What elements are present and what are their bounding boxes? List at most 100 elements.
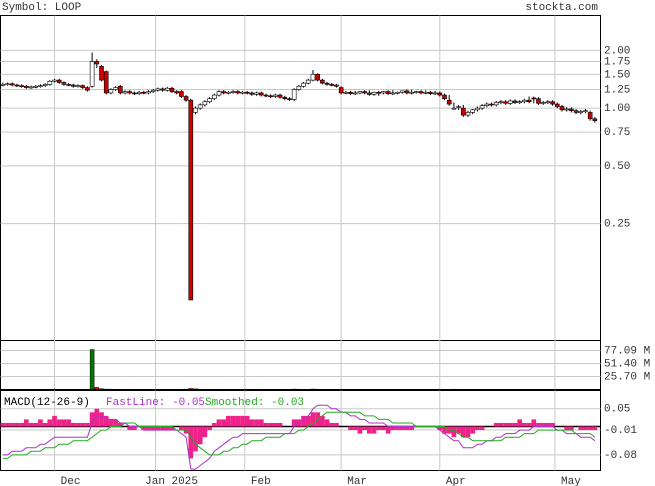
x-tick-label: Feb xyxy=(251,476,271,486)
histogram-bar xyxy=(334,422,339,427)
volume-bar xyxy=(94,387,100,390)
candle-body xyxy=(89,61,95,87)
x-tick-label: Apr xyxy=(446,476,466,486)
histogram-bar xyxy=(141,426,147,431)
candle-body xyxy=(301,82,306,87)
histogram-bar xyxy=(244,415,250,427)
candle-body xyxy=(305,79,311,84)
histogram-bar xyxy=(188,426,194,459)
candle-body xyxy=(573,110,579,113)
histogram-bar xyxy=(38,419,43,427)
candle-body xyxy=(437,92,443,96)
histogram-bar xyxy=(512,422,518,427)
candle-body xyxy=(395,91,400,94)
candle-body xyxy=(33,85,39,88)
candle-body xyxy=(522,99,527,103)
volume-bar xyxy=(89,349,95,390)
histogram-bar xyxy=(52,415,57,427)
candle-body xyxy=(19,85,24,87)
histogram-bar xyxy=(273,422,278,427)
histogram-bar xyxy=(409,426,414,431)
candle-body xyxy=(428,91,433,94)
y-tick-label: 2.00 xyxy=(604,45,630,57)
histogram-bar xyxy=(207,426,212,431)
candle-body xyxy=(127,91,133,94)
candle-body xyxy=(207,98,212,103)
macd-title: MACD(12-26-9) xyxy=(4,397,90,409)
histogram-bar xyxy=(460,426,466,438)
candle-body xyxy=(498,101,504,104)
candle-body xyxy=(475,107,480,111)
candle-body xyxy=(263,94,269,97)
candle-body xyxy=(479,105,485,109)
histogram-bar xyxy=(507,422,513,427)
candle-body xyxy=(399,90,405,93)
candle-body xyxy=(381,91,386,94)
candle-body xyxy=(592,118,598,122)
histogram-bar xyxy=(540,422,546,427)
histogram-bar xyxy=(531,419,537,427)
histogram-bar xyxy=(70,422,76,427)
candle-body xyxy=(136,91,142,94)
candle-body xyxy=(85,87,90,91)
histogram-bar xyxy=(9,422,15,427)
candle-body xyxy=(418,91,424,94)
candle-body xyxy=(169,87,175,92)
histogram-bar xyxy=(42,422,48,427)
candle-body xyxy=(545,101,551,104)
candle-body xyxy=(249,92,255,95)
site-label: stockta.com xyxy=(525,2,598,14)
histogram-bar xyxy=(14,422,20,427)
histogram-bar xyxy=(366,426,372,434)
y-tick-label: 25.70 M xyxy=(604,371,650,383)
histogram-bar xyxy=(19,422,24,427)
histogram-bar xyxy=(61,419,67,427)
candle-body xyxy=(24,85,29,88)
candle-body xyxy=(174,91,179,94)
histogram-bar xyxy=(305,415,311,427)
candle-body xyxy=(296,85,302,90)
candle-body xyxy=(230,91,236,93)
candle-body xyxy=(404,90,410,94)
histogram-bar xyxy=(329,422,335,427)
histogram-bar xyxy=(456,426,461,434)
candle-body xyxy=(414,91,419,93)
candle-body xyxy=(362,91,367,94)
candle-body xyxy=(338,87,344,94)
candle-body xyxy=(122,91,128,94)
candle-body xyxy=(357,91,363,94)
histogram-bar xyxy=(146,426,151,431)
candle-body xyxy=(38,85,43,87)
histogram-bar xyxy=(258,419,264,427)
histogram-bar xyxy=(211,422,217,427)
histogram-bar xyxy=(169,426,175,431)
volume-bar xyxy=(193,388,198,390)
candle-body xyxy=(47,81,53,85)
symbol-label: Symbol: LOOP xyxy=(2,2,82,14)
candle-body xyxy=(103,71,109,94)
y-tick-label: -0.01 xyxy=(604,425,637,437)
x-tick-label: Dec xyxy=(61,476,81,486)
volume-bar xyxy=(188,388,194,390)
candle-body xyxy=(28,86,34,89)
candle-body xyxy=(531,97,537,100)
histogram-bar xyxy=(240,415,245,427)
candle-body xyxy=(536,98,541,104)
candle-body xyxy=(287,98,292,100)
histogram-bar xyxy=(583,426,588,431)
histogram-bar xyxy=(108,419,114,427)
candle-body xyxy=(569,108,574,111)
histogram-bar xyxy=(197,426,203,445)
histogram-bar xyxy=(117,422,123,427)
candle-body xyxy=(216,91,222,96)
candle-body xyxy=(310,74,316,81)
candle-body xyxy=(507,100,513,104)
candle-body xyxy=(343,91,349,94)
candle-body xyxy=(188,99,194,301)
histogram-bar xyxy=(319,415,325,427)
candle-body xyxy=(371,91,377,95)
volume-bar xyxy=(99,388,104,390)
volume-panel xyxy=(0,340,601,390)
histogram-bar xyxy=(371,426,377,434)
candle-body xyxy=(376,91,382,94)
